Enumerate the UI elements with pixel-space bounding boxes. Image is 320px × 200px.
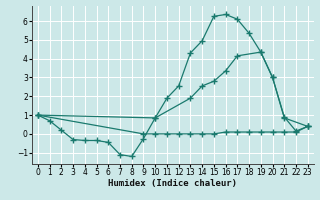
X-axis label: Humidex (Indice chaleur): Humidex (Indice chaleur) [108, 179, 237, 188]
